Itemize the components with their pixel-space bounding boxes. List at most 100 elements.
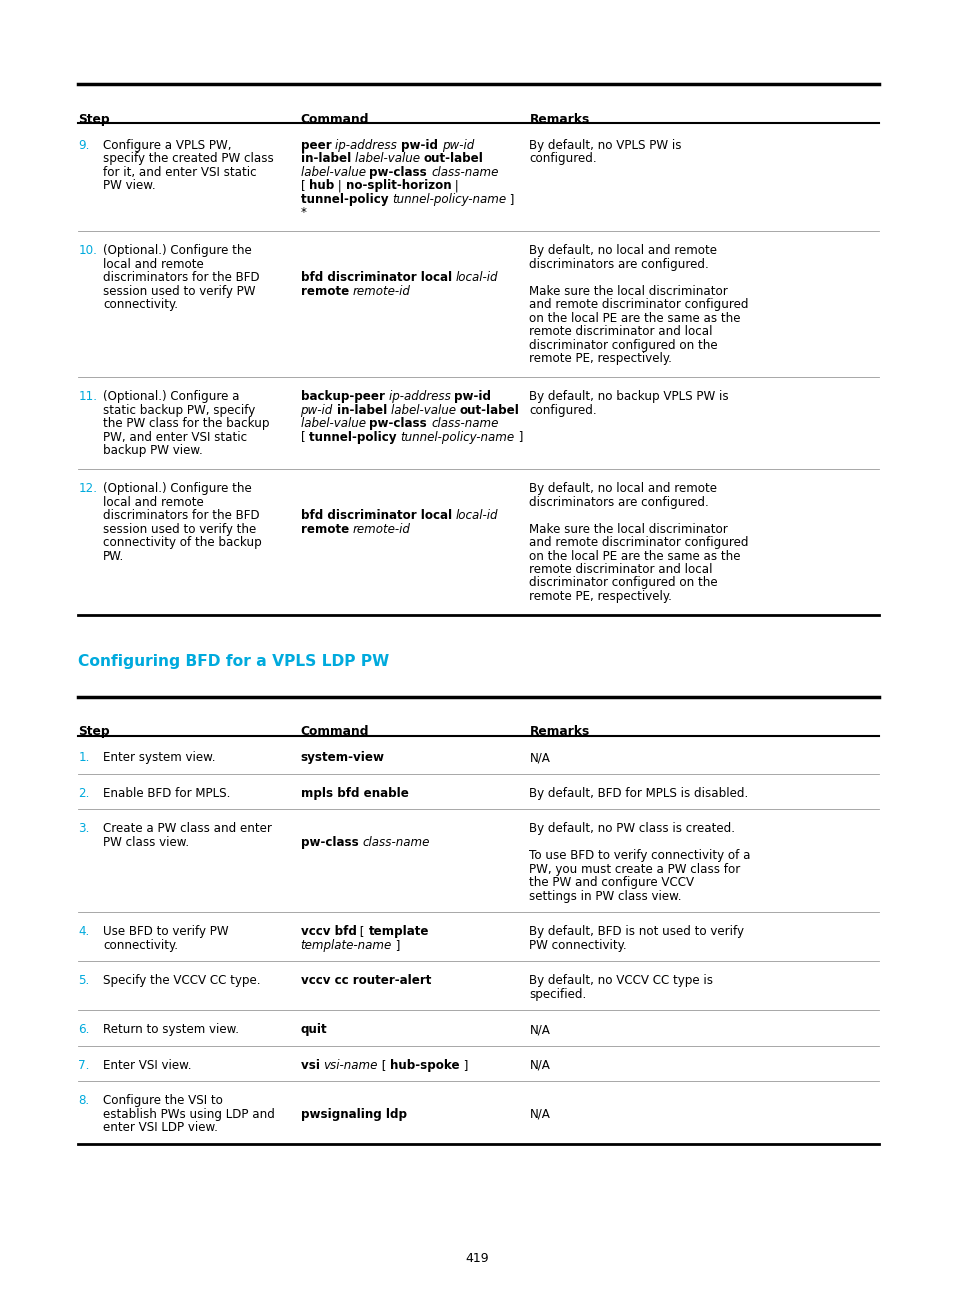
Text: label-value: label-value bbox=[300, 417, 369, 430]
Text: 7.: 7. bbox=[78, 1059, 90, 1072]
Text: Specify the VCCV CC type.: Specify the VCCV CC type. bbox=[103, 975, 260, 988]
Text: specify the created PW class: specify the created PW class bbox=[103, 152, 274, 165]
Text: PW.: PW. bbox=[103, 550, 124, 562]
Text: and remote discriminator configured: and remote discriminator configured bbox=[529, 537, 748, 550]
Text: 9.: 9. bbox=[78, 139, 90, 152]
Text: session used to verify the: session used to verify the bbox=[103, 522, 256, 535]
Text: class-name: class-name bbox=[431, 166, 498, 179]
Text: Configure a VPLS PW,: Configure a VPLS PW, bbox=[103, 139, 232, 152]
Text: By default, no backup VPLS PW is: By default, no backup VPLS PW is bbox=[529, 390, 728, 403]
Text: session used to verify PW: session used to verify PW bbox=[103, 285, 255, 298]
Text: pw-id: pw-id bbox=[441, 139, 474, 152]
Text: remote discriminator and local: remote discriminator and local bbox=[529, 562, 712, 575]
Text: peer: peer bbox=[300, 139, 335, 152]
Text: Enter VSI view.: Enter VSI view. bbox=[103, 1059, 192, 1072]
Text: Step: Step bbox=[78, 726, 110, 739]
Text: remote: remote bbox=[300, 285, 353, 298]
Text: 10.: 10. bbox=[78, 244, 97, 257]
Text: in-label: in-label bbox=[336, 403, 391, 416]
Text: label-value: label-value bbox=[391, 403, 459, 416]
Text: vsi: vsi bbox=[300, 1059, 323, 1072]
Text: Step: Step bbox=[78, 113, 110, 126]
Text: backup PW view.: backup PW view. bbox=[103, 445, 203, 457]
Text: ip-address: ip-address bbox=[388, 390, 454, 403]
Text: Create a PW class and enter: Create a PW class and enter bbox=[103, 822, 272, 835]
Text: on the local PE are the same as the: on the local PE are the same as the bbox=[529, 550, 740, 562]
Text: [: [ bbox=[300, 179, 309, 192]
Text: 1.: 1. bbox=[78, 752, 90, 765]
Text: vsi-name: vsi-name bbox=[323, 1059, 377, 1072]
Text: remote-id: remote-id bbox=[353, 522, 411, 535]
Text: 3.: 3. bbox=[78, 822, 90, 835]
Text: N/A: N/A bbox=[529, 1023, 550, 1036]
Text: PW, and enter VSI static: PW, and enter VSI static bbox=[103, 430, 247, 443]
Text: 4.: 4. bbox=[78, 925, 90, 938]
Text: By default, no local and remote: By default, no local and remote bbox=[529, 482, 717, 495]
Text: tunnel-policy: tunnel-policy bbox=[309, 430, 400, 443]
Text: remote: remote bbox=[300, 522, 353, 535]
Text: bfd discriminator local: bfd discriminator local bbox=[300, 271, 456, 284]
Text: pw-class: pw-class bbox=[369, 166, 431, 179]
Text: label-value: label-value bbox=[300, 166, 369, 179]
Text: To use BFD to verify connectivity of a: To use BFD to verify connectivity of a bbox=[529, 849, 750, 862]
Text: By default, BFD for MPLS is disabled.: By default, BFD for MPLS is disabled. bbox=[529, 787, 748, 800]
Text: ip-address: ip-address bbox=[335, 139, 400, 152]
Text: discriminators for the BFD: discriminators for the BFD bbox=[103, 509, 259, 522]
Text: discriminator configured on the: discriminator configured on the bbox=[529, 577, 718, 590]
Text: 5.: 5. bbox=[78, 975, 90, 988]
Text: local-id: local-id bbox=[456, 509, 497, 522]
Text: class-name: class-name bbox=[431, 417, 498, 430]
Text: Configuring BFD for a VPLS LDP PW: Configuring BFD for a VPLS LDP PW bbox=[78, 654, 389, 669]
Text: configured.: configured. bbox=[529, 403, 597, 416]
Text: 6.: 6. bbox=[78, 1023, 90, 1036]
Text: By default, no VPLS PW is: By default, no VPLS PW is bbox=[529, 139, 681, 152]
Text: template: template bbox=[368, 925, 429, 938]
Text: [: [ bbox=[300, 430, 309, 443]
Text: specified.: specified. bbox=[529, 988, 586, 1001]
Text: Command: Command bbox=[300, 726, 369, 739]
Text: configured.: configured. bbox=[529, 152, 597, 165]
Text: the PW and configure VCCV: the PW and configure VCCV bbox=[529, 876, 694, 889]
Text: mpls bfd enable: mpls bfd enable bbox=[300, 787, 408, 800]
Text: Enter system view.: Enter system view. bbox=[103, 752, 215, 765]
Text: [: [ bbox=[356, 925, 368, 938]
Text: |: | bbox=[334, 179, 345, 192]
Text: in-label: in-label bbox=[300, 152, 355, 165]
Text: 8.: 8. bbox=[78, 1094, 90, 1107]
Text: Make sure the local discriminator: Make sure the local discriminator bbox=[529, 522, 727, 535]
Text: on the local PE are the same as the: on the local PE are the same as the bbox=[529, 311, 740, 324]
Text: system-view: system-view bbox=[300, 752, 384, 765]
Text: out-label: out-label bbox=[423, 152, 483, 165]
Text: [: [ bbox=[377, 1059, 390, 1072]
Text: ]: ] bbox=[392, 938, 399, 951]
Text: tunnel-policy-name: tunnel-policy-name bbox=[392, 193, 506, 206]
Text: hub-spoke: hub-spoke bbox=[390, 1059, 459, 1072]
Text: the PW class for the backup: the PW class for the backup bbox=[103, 417, 270, 430]
Text: ]: ] bbox=[459, 1059, 468, 1072]
Text: pw-class: pw-class bbox=[369, 417, 431, 430]
Text: discriminators are configured.: discriminators are configured. bbox=[529, 495, 708, 508]
Text: N/A: N/A bbox=[529, 1108, 550, 1121]
Text: Make sure the local discriminator: Make sure the local discriminator bbox=[529, 285, 727, 298]
Text: Enable BFD for MPLS.: Enable BFD for MPLS. bbox=[103, 787, 231, 800]
Text: discriminators for the BFD: discriminators for the BFD bbox=[103, 271, 259, 284]
Text: pw-class: pw-class bbox=[300, 836, 362, 849]
Text: connectivity of the backup: connectivity of the backup bbox=[103, 537, 261, 550]
Text: 2.: 2. bbox=[78, 787, 90, 800]
Text: local-id: local-id bbox=[456, 271, 497, 284]
Text: class-name: class-name bbox=[362, 836, 429, 849]
Text: pw-id: pw-id bbox=[400, 139, 441, 152]
Text: out-label: out-label bbox=[459, 403, 519, 416]
Text: connectivity.: connectivity. bbox=[103, 298, 178, 311]
Text: Use BFD to verify PW: Use BFD to verify PW bbox=[103, 925, 229, 938]
Text: remote discriminator and local: remote discriminator and local bbox=[529, 325, 712, 338]
Text: (Optional.) Configure the: (Optional.) Configure the bbox=[103, 244, 252, 257]
Text: pw-id: pw-id bbox=[454, 390, 491, 403]
Text: discriminators are configured.: discriminators are configured. bbox=[529, 258, 708, 271]
Text: remote PE, respectively.: remote PE, respectively. bbox=[529, 353, 672, 365]
Text: (Optional.) Configure the: (Optional.) Configure the bbox=[103, 482, 252, 495]
Text: PW connectivity.: PW connectivity. bbox=[529, 938, 626, 951]
Text: hub: hub bbox=[309, 179, 334, 192]
Text: (Optional.) Configure a: (Optional.) Configure a bbox=[103, 390, 239, 403]
Text: Return to system view.: Return to system view. bbox=[103, 1023, 239, 1036]
